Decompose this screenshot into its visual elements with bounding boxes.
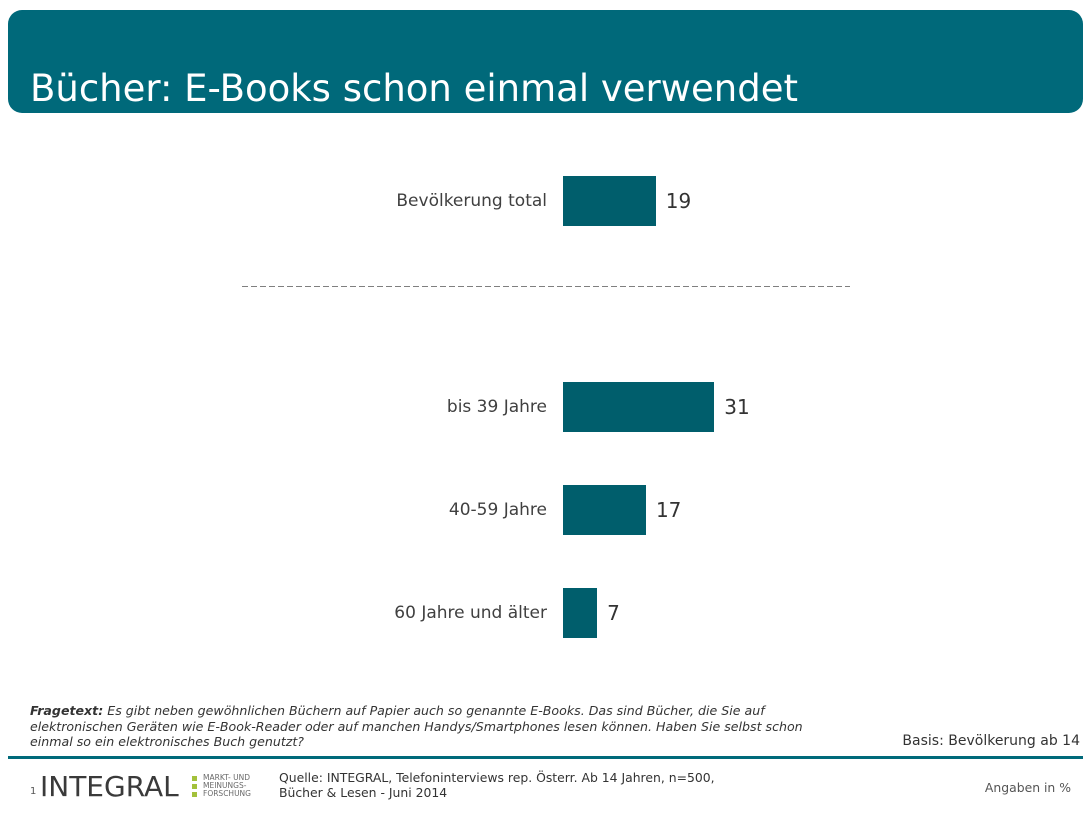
- question-label: Fragetext:: [30, 703, 104, 718]
- unit-note: Angaben in %: [984, 780, 1071, 795]
- basis-note: Basis: Bevölkerung ab 14: [902, 733, 1080, 749]
- question-body: Es gibt neben gewöhnlichen Büchern auf P…: [30, 703, 803, 749]
- category-label-total: Bevölkerung total: [396, 191, 547, 211]
- value-label-40-59: 17: [655, 498, 682, 522]
- logo-squares-icon: [192, 776, 197, 800]
- chart-row-60-plus: 60 Jahre und älter 7: [0, 588, 1092, 638]
- page-number: 1: [30, 786, 37, 797]
- category-label-bis-39: bis 39 Jahre: [446, 397, 547, 417]
- chart-row-total: Bevölkerung total 19: [0, 176, 1092, 226]
- logo-tagline-line: MARKT- UND: [203, 773, 251, 782]
- value-label-total: 19: [665, 189, 692, 213]
- bar-bis-39: [563, 382, 715, 432]
- source-line: Quelle: INTEGRAL, Telefoninterviews rep.…: [279, 770, 715, 785]
- value-label-bis-39: 31: [724, 395, 750, 419]
- bar-chart: Bevölkerung total 19 bis 39 Jahre 31 40-…: [0, 176, 1092, 638]
- chart-row-bis-39: bis 39 Jahre 31: [0, 382, 1092, 432]
- source-note: Quelle: INTEGRAL, Telefoninterviews rep.…: [279, 770, 715, 800]
- bar-40-59: [563, 485, 646, 535]
- bar-60-plus: [563, 588, 598, 638]
- logo-tagline: MARKT- UND MEINUNGS- FORSCHUNG: [203, 774, 251, 798]
- logo-square: [192, 776, 197, 781]
- bar-total: [563, 176, 656, 226]
- logo-tagline-line: MEINUNGS-: [203, 781, 247, 790]
- logo-tagline-line: FORSCHUNG: [203, 789, 251, 798]
- category-label-60-plus: 60 Jahre und älter: [394, 603, 547, 623]
- value-label-60-plus: 7: [607, 601, 620, 625]
- title-banner: Bücher: E-Books schon einmal verwendet: [8, 10, 1083, 113]
- category-label-40-59: 40-59 Jahre: [448, 500, 547, 520]
- logo-square: [192, 792, 197, 797]
- source-line: Bücher & Lesen - Juni 2014: [279, 785, 448, 800]
- group-separator: [242, 286, 850, 287]
- question-text: Fragetext: Es gibt neben gewöhnlichen Bü…: [30, 703, 835, 750]
- logo-square: [192, 784, 197, 789]
- chart-row-40-59: 40-59 Jahre 17: [0, 485, 1092, 535]
- footer-divider: [8, 756, 1083, 759]
- logo-wordmark: INTEGRAL: [40, 770, 179, 803]
- page-title: Bücher: E-Books schon einmal verwendet: [30, 67, 798, 110]
